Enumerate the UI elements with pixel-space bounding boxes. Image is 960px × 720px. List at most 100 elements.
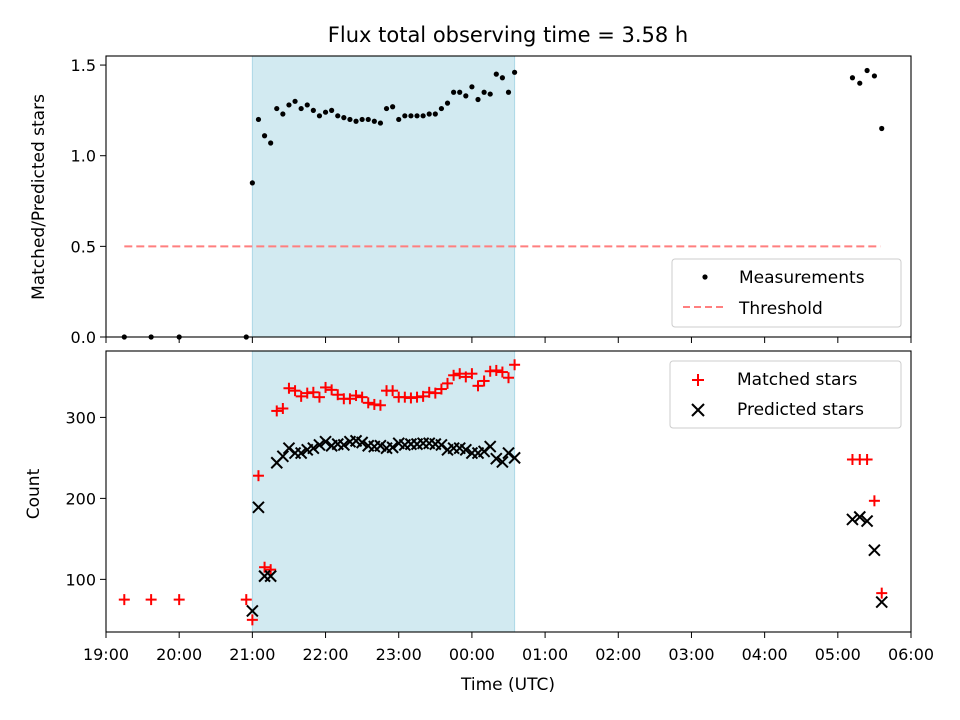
x-tick-label: 06:00 [888, 645, 934, 664]
x-tick-label: 03:00 [668, 645, 714, 664]
measurement-point [286, 102, 292, 108]
matched-star-point [265, 564, 277, 576]
y-tick-label: 1.5 [71, 56, 96, 75]
matched-star-point [861, 454, 873, 466]
predicted-star-point [307, 441, 320, 455]
matched-star-point [332, 389, 344, 401]
bottom-legend-box [669, 360, 902, 429]
measurement-point [469, 84, 475, 90]
matched-star-point [350, 390, 362, 402]
matched-star-point [145, 594, 157, 606]
y-tick-label: 1.0 [71, 147, 96, 166]
measurement-point [426, 111, 432, 117]
matched-star-point [503, 372, 514, 384]
matched-star-point [435, 383, 447, 395]
chart-title: Flux total observing time = 3.58 h [328, 23, 688, 47]
matched-star-point [454, 368, 466, 380]
measurement-point [451, 89, 457, 95]
x-tick-label: 00:00 [449, 645, 495, 664]
matched-star-point [307, 386, 319, 398]
matched-star-point [313, 391, 325, 403]
top-panel-frame [105, 55, 912, 338]
x-tick-label: 05:00 [815, 645, 861, 664]
predicted-star-point [868, 544, 881, 557]
measurement-point [383, 105, 390, 112]
y-tick-label: 200 [65, 489, 96, 508]
predicted-star-point [853, 510, 866, 524]
measurement-point [857, 80, 863, 86]
predicted-star-point [355, 436, 369, 449]
bottom-y-axis-label: Count [24, 468, 44, 519]
matched-star-point [417, 390, 429, 402]
measurement-point [420, 113, 426, 119]
measurement-point [457, 89, 463, 95]
predicted-star-point [252, 501, 265, 514]
predicted-star-point [860, 514, 874, 528]
matched-star-point [118, 594, 130, 606]
predicted-star-point [875, 595, 888, 609]
y-tick-label: 300 [65, 408, 96, 427]
y-tick-label: 100 [65, 570, 96, 589]
measurement-point [499, 75, 506, 81]
x-tick-label: 20:00 [156, 645, 202, 664]
matched-star-point [374, 399, 386, 411]
measurement-point [377, 120, 384, 126]
matched-star-point [326, 384, 338, 396]
predicted-star-point [246, 604, 259, 618]
measurement-point [292, 98, 298, 104]
matched-star-point [429, 387, 441, 399]
matched-star-point [387, 385, 399, 397]
measurement-point [481, 89, 487, 95]
predicted-star-point [294, 446, 308, 460]
predicted-star-point [386, 441, 399, 454]
matched-star-point [460, 371, 472, 383]
legend-measurements-label: Measurements [739, 268, 865, 288]
measurement-point [390, 104, 396, 110]
measurement-point [347, 116, 353, 123]
top-panel: 0.0 0.5 1.0 1.5 Matched/Predicted stars Mea… [29, 55, 912, 347]
predicted-star-point [313, 438, 326, 452]
measurement-point [310, 107, 316, 113]
measurement-point [365, 116, 371, 123]
measurement-point [329, 107, 335, 113]
matched-star-point [320, 381, 332, 393]
top-y-axis-label: Matched/Predicted stars [29, 94, 49, 300]
matched-star-point [448, 369, 460, 381]
predicted-star-point [459, 443, 473, 457]
x-axis-label: Time (UTC) [460, 675, 555, 695]
matched-star-point [509, 359, 521, 371]
matched-star-point [289, 385, 301, 397]
matched-star-point [442, 377, 454, 389]
legend-threshold-label: Threshold [738, 299, 823, 319]
measurement-point [493, 71, 499, 77]
matched-star-point [277, 402, 289, 414]
bottom-legend: Matched stars Predicted stars [669, 360, 902, 429]
measurement-point [505, 89, 512, 95]
matched-star-point [246, 614, 258, 626]
predicted-star-point [508, 451, 521, 465]
x-tick-label: 01:00 [522, 645, 568, 664]
measurement-point [864, 67, 870, 74]
predicted-star-point [496, 455, 509, 469]
measurement-point [408, 113, 414, 119]
predicted-star-point [490, 452, 503, 465]
x-tick-label: 19:00 [83, 645, 129, 664]
matched-star-point [259, 561, 271, 573]
matched-star-point [252, 470, 264, 482]
legend-matched-label: Matched stars [737, 370, 857, 390]
matched-star-point [472, 380, 484, 392]
predicted-star-point [276, 450, 290, 463]
matched-star-point [490, 364, 502, 376]
x-tick-label: 04:00 [742, 645, 788, 664]
bottom-panel-frame [105, 350, 912, 633]
measurement-point [444, 100, 451, 106]
measurement-point [463, 93, 469, 99]
matched-star-point [356, 391, 368, 403]
predicted-star-point [337, 438, 351, 452]
measurement-point [249, 180, 255, 186]
measurement-point [371, 118, 377, 124]
measurement-point [487, 91, 493, 97]
matched-star-point [295, 390, 307, 402]
predicted-star-point [846, 513, 859, 526]
